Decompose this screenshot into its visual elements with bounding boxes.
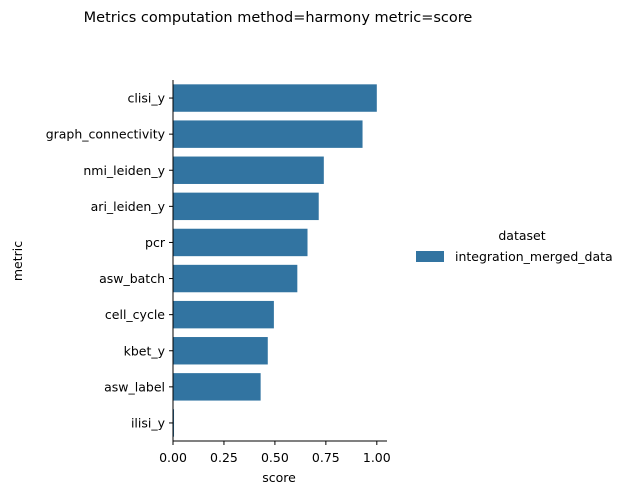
y-tick-label: graph_connectivity	[46, 127, 166, 142]
bar-asw-batch	[173, 264, 298, 293]
y-tick-label: pcr	[145, 235, 166, 250]
bar-ilisi-y	[173, 409, 175, 437]
legend: dataset integration_merged_data	[416, 228, 613, 264]
y-tick-label: asw_batch	[99, 271, 165, 286]
y-tick-label: kbet_y	[124, 343, 166, 358]
bar-graph-connectivity	[173, 120, 363, 148]
y-tick-label: cell_cycle	[105, 307, 165, 322]
legend-label: integration_merged_data	[455, 249, 613, 264]
bar-cell-cycle	[173, 300, 274, 329]
x-ticks-group: 0.00 0.25 0.50 0.75 1.00	[159, 441, 391, 465]
bars-group	[173, 84, 377, 437]
legend-title: dataset	[498, 228, 545, 243]
bar-nmi-leiden-y	[173, 156, 324, 184]
y-axis-label: metric	[10, 241, 25, 281]
bar-pcr	[173, 228, 308, 257]
y-tick-label: ilisi_y	[131, 415, 166, 430]
y-tick-label: ari_leiden_y	[91, 199, 166, 214]
x-tick-label: 0.25	[210, 450, 238, 465]
bar-kbet-y	[173, 337, 268, 365]
x-tick-label: 0.75	[312, 450, 340, 465]
x-tick-label: 0.50	[261, 450, 289, 465]
x-tick-label: 1.00	[363, 450, 391, 465]
chart-title: Metrics computation method=harmony metri…	[84, 10, 473, 26]
y-tick-label: nmi_leiden_y	[83, 163, 165, 178]
x-tick-label: 0.00	[159, 450, 187, 465]
bar-clisi-y	[173, 84, 377, 112]
bar-asw-label	[173, 373, 261, 401]
y-ticks-group: clisi_y graph_connectivity nmi_leiden_yari…	[46, 91, 173, 430]
y-tick-label: clisi_y	[128, 91, 166, 106]
legend-swatch	[416, 251, 444, 262]
x-axis-label: score	[262, 470, 296, 485]
bar-ari-leiden-y	[173, 192, 319, 221]
y-tick-label: asw_label	[104, 379, 165, 394]
